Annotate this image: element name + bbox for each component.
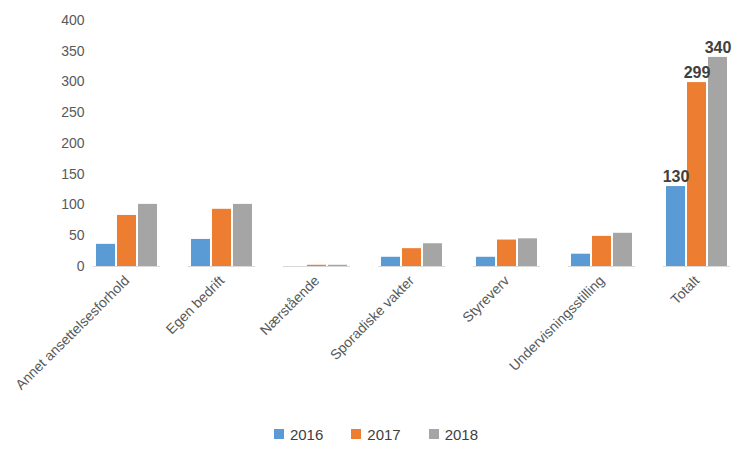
svg-text:150: 150 — [61, 166, 85, 182]
svg-text:50: 50 — [69, 227, 85, 243]
svg-text:Egen bedrift: Egen bedrift — [163, 272, 228, 337]
svg-text:200: 200 — [61, 135, 85, 151]
svg-text:350: 350 — [61, 43, 85, 59]
svg-text:300: 300 — [61, 73, 85, 89]
html-text:2017: 2017 — [367, 425, 401, 443]
svg-text:400: 400 — [61, 12, 85, 28]
svg-text:Sporadiske vakter: Sporadiske vakter — [327, 272, 418, 363]
html-text:2018: 2018 — [444, 425, 479, 443]
svg-text:Annet ansettelsesforhold: Annet ansettelsesforhold — [12, 272, 132, 392]
svg-text:Undervisningsstilling: Undervisningsstilling — [506, 272, 608, 374]
html-text:2016: 2016 — [289, 425, 324, 443]
svg-text:250: 250 — [61, 104, 85, 120]
svg-text:Styreverv: Styreverv — [459, 272, 512, 325]
svg-text:0: 0 — [77, 258, 85, 274]
svg-text:130: 130 — [663, 168, 690, 185]
svg-text:340: 340 — [705, 39, 732, 56]
svg-text:Totalt: Totalt — [667, 272, 702, 307]
svg-text:299: 299 — [684, 64, 711, 81]
svg-text:Nærstående: Nærstående — [256, 272, 322, 338]
svg-text:100: 100 — [61, 196, 85, 212]
